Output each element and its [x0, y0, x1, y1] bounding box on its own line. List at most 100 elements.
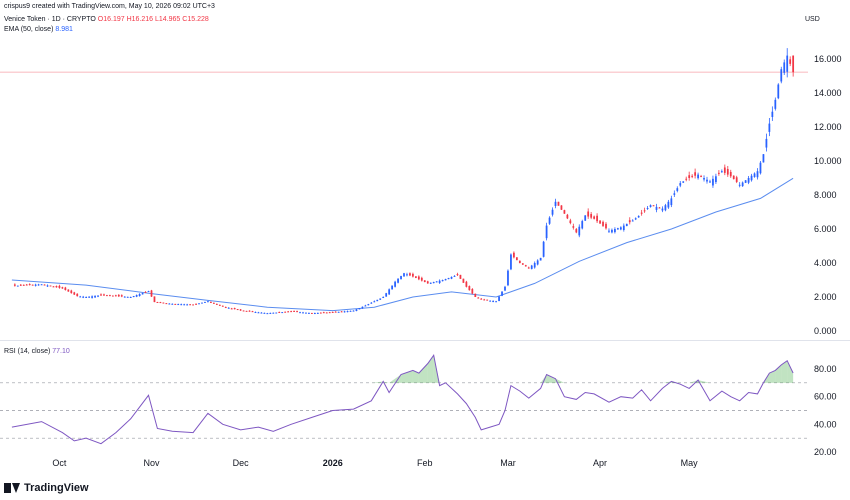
candle-body — [504, 286, 506, 291]
candle-body — [153, 296, 156, 303]
candle-body — [777, 84, 780, 99]
candle-body — [201, 302, 203, 304]
ema-value: 8.981 — [55, 26, 73, 33]
candle-body — [792, 55, 795, 73]
candle-body — [420, 277, 423, 281]
candle-body — [88, 296, 91, 298]
candle-body — [566, 214, 569, 219]
candle-body — [685, 178, 688, 180]
rsi-overbought-fill — [781, 360, 788, 383]
candle-body — [720, 171, 723, 173]
rsi-axis-tick-label: 20.00 — [814, 447, 837, 457]
candle-body — [141, 293, 144, 295]
candle-body — [551, 209, 554, 215]
candle-body — [334, 311, 337, 313]
candle-body — [729, 171, 732, 177]
candle-body — [242, 310, 245, 312]
candle-body — [46, 285, 49, 287]
symbol-title: Venice Token · 1D · CRYPTO — [4, 16, 96, 23]
candle-body — [530, 265, 533, 269]
candle-body — [521, 263, 524, 265]
candle-body — [444, 278, 447, 281]
candle-body — [100, 294, 102, 296]
candle-body — [25, 284, 28, 286]
candle-body — [76, 293, 79, 297]
candle-body — [215, 303, 218, 305]
candle-body — [221, 305, 224, 307]
candle-body — [171, 303, 174, 305]
candle-body — [643, 210, 646, 212]
candle-body — [616, 228, 619, 230]
candle-body — [109, 295, 111, 297]
candle-body — [391, 285, 394, 290]
candle-body — [753, 173, 756, 178]
candle-body — [498, 296, 500, 302]
candle-body — [349, 310, 352, 312]
candle-body — [103, 294, 105, 296]
candle-body — [162, 302, 165, 304]
candle-body — [305, 312, 307, 314]
candle-body — [272, 312, 275, 314]
candle-body — [599, 220, 601, 224]
candle-body — [28, 284, 31, 286]
candle-body — [712, 178, 714, 186]
candle-body — [19, 284, 22, 286]
candle-body — [557, 201, 560, 206]
tradingview-logo-icon — [4, 483, 20, 493]
candle-body — [783, 62, 786, 73]
candle-body — [441, 280, 444, 282]
candle-body — [248, 310, 251, 312]
price-axis-tick-label: 4.000 — [814, 258, 837, 268]
candle-body — [462, 278, 465, 283]
candle-body — [174, 303, 177, 305]
price-axis-tick-label: 12.000 — [814, 122, 842, 132]
candle-body — [233, 308, 236, 310]
currency-label: USD — [805, 16, 820, 23]
time-axis-tick-label: Apr — [593, 458, 607, 468]
candle-body — [189, 304, 192, 306]
candle-body — [106, 295, 108, 297]
candle-body — [168, 303, 171, 305]
candle-body — [438, 280, 441, 283]
candle-body — [49, 285, 52, 287]
candle-body — [471, 289, 474, 294]
candle-body — [13, 284, 16, 286]
candle-body — [293, 310, 295, 312]
rsi-axis-tick-label: 60.00 — [814, 392, 837, 402]
candle-body — [676, 188, 679, 191]
candle-body — [513, 252, 515, 258]
candle-body — [611, 229, 613, 233]
candle-body — [150, 290, 153, 297]
candle-body — [453, 275, 456, 277]
candle-body — [364, 305, 367, 307]
candle-body — [120, 295, 123, 297]
rsi-overbought-fill — [412, 370, 419, 383]
candle-body — [625, 223, 628, 227]
candle-body — [768, 123, 771, 132]
candle-body — [435, 281, 438, 283]
candle-body — [545, 225, 548, 239]
candle-body — [313, 313, 316, 315]
candle-body — [664, 205, 667, 211]
candle-body — [204, 301, 206, 303]
time-axis-tick-label: Dec — [233, 458, 250, 468]
candle-body — [156, 301, 159, 303]
candle-body — [245, 310, 248, 312]
candle-body — [236, 309, 239, 311]
candle-body — [459, 274, 462, 279]
candle-body — [308, 312, 310, 314]
candle-body — [192, 304, 194, 306]
candle-body — [717, 172, 720, 174]
candle-body — [450, 276, 453, 279]
candle-body — [409, 273, 411, 276]
rsi-overbought-fill — [769, 370, 776, 383]
candle-body — [590, 214, 593, 218]
candle-body — [426, 281, 429, 284]
candle-body — [251, 311, 254, 313]
candle-body — [85, 297, 88, 298]
candle-body — [227, 307, 230, 309]
rsi-legend: RSI (14, close) 77.10 — [4, 348, 70, 355]
candle-body — [560, 205, 563, 210]
candle-body — [373, 301, 376, 303]
candle-body — [64, 287, 67, 291]
